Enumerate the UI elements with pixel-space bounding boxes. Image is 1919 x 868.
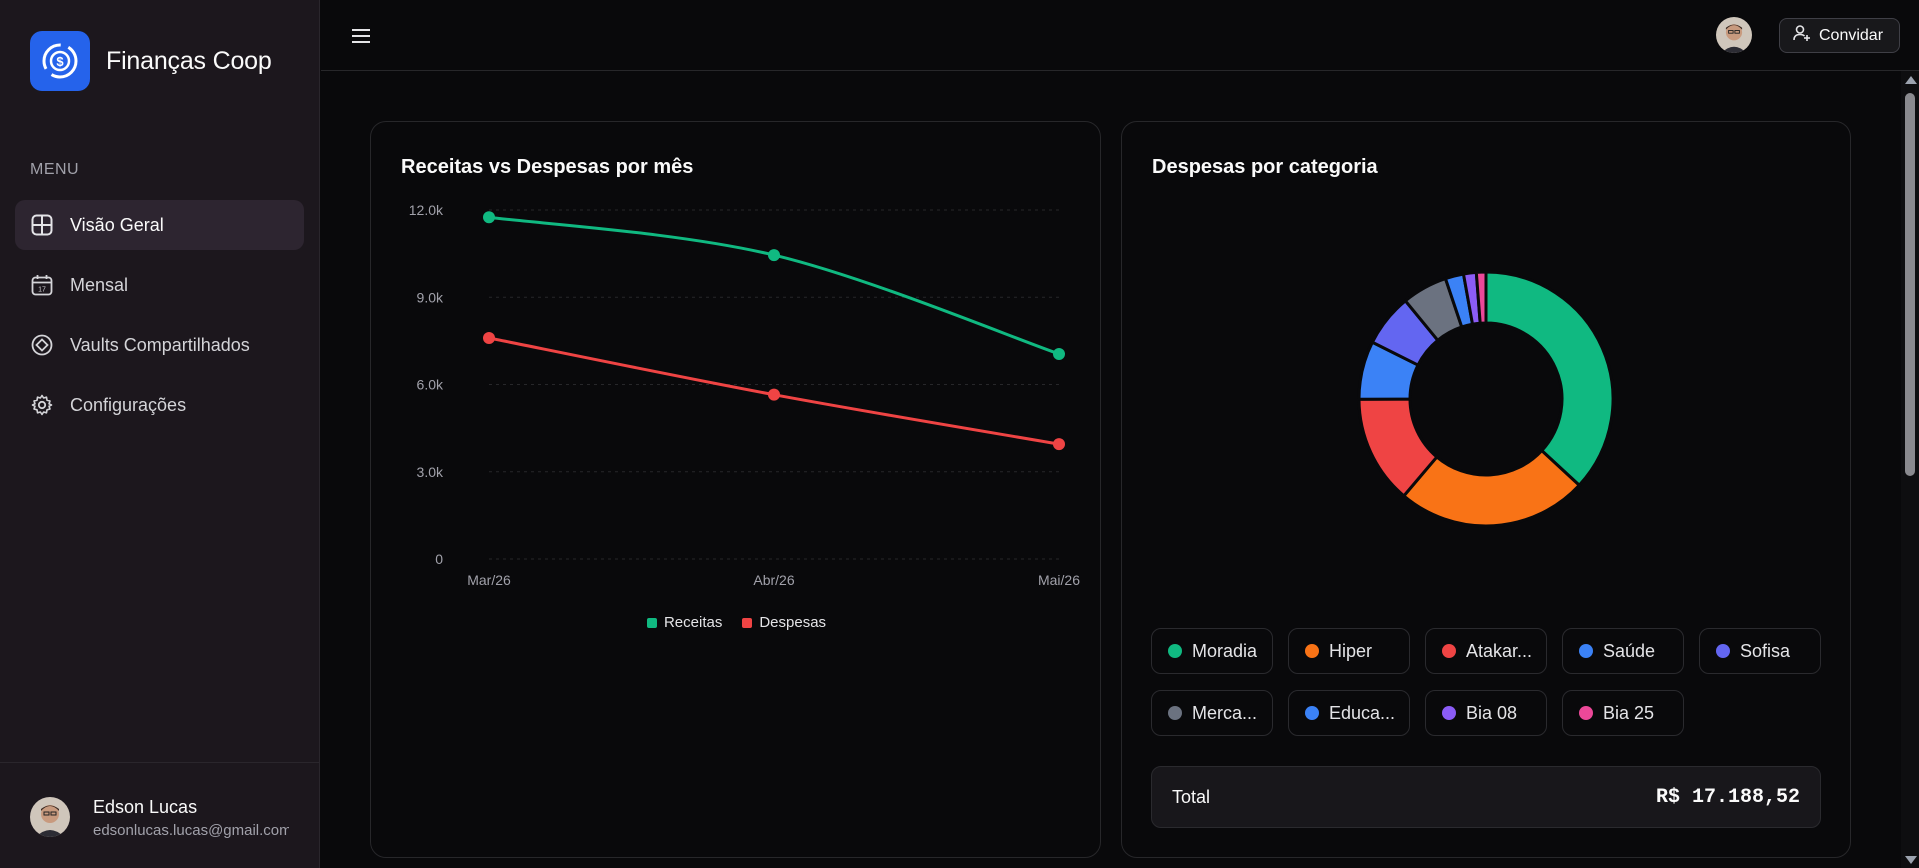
category-chip[interactable]: Saúde <box>1562 628 1684 674</box>
user-plus-icon <box>1793 24 1811 47</box>
category-chip[interactable]: Bia 08 <box>1425 690 1547 736</box>
category-name: Merca... <box>1192 702 1258 723</box>
category-chip[interactable]: Moradia <box>1151 628 1273 674</box>
total-value: R$ 17.188,52 <box>1655 786 1800 809</box>
sidebar-item-configuracoes[interactable]: Configurações <box>15 380 304 430</box>
total-label: Total <box>1172 787 1211 807</box>
legend-swatch <box>742 617 753 628</box>
line-chart: 0 3.0k 6.0k 9.0k 12.0k Mar/26 Abr/26 Mai/26 <box>409 202 1080 588</box>
invite-button[interactable]: Convidar <box>1779 18 1900 53</box>
category-name: Sofisa <box>1740 640 1791 661</box>
sidebar-nav: Visão Geral 17 Mensal Vaults Compartilha… <box>15 200 304 440</box>
category-name: Bia 25 <box>1603 702 1655 723</box>
topbar: Convidar <box>321 0 1919 71</box>
calendar-icon: 17 <box>30 273 54 297</box>
menu-section-label: MENU <box>30 161 80 178</box>
diamond-icon <box>30 333 54 357</box>
category-name: Educa... <box>1329 702 1396 723</box>
layout-grid-icon <box>30 213 54 237</box>
category-name: Moradia <box>1192 640 1258 661</box>
user-name: Edson Lucas <box>93 797 198 817</box>
scrollbar-thumb[interactable] <box>1905 93 1915 476</box>
legend-item-despesas[interactable]: Despesas <box>742 614 826 631</box>
series-line-receitas <box>488 215 1060 356</box>
y-tick-label: 12.0k <box>409 202 444 218</box>
category-color-dot <box>1442 644 1456 658</box>
category-chip[interactable]: Atakar... <box>1425 628 1547 674</box>
donut-slice[interactable] <box>1401 448 1582 528</box>
data-point-despesas[interactable] <box>483 331 495 344</box>
legend-label: Receitas <box>663 614 723 631</box>
donut-slice[interactable] <box>1474 270 1488 325</box>
avatar <box>30 797 70 837</box>
invite-label: Convidar <box>1819 26 1884 44</box>
category-name: Saúde <box>1603 640 1656 661</box>
sidebar-item-label: Visão Geral <box>70 214 164 235</box>
category-name: Atakar... <box>1466 640 1533 661</box>
sidebar-item-vaults-compartilhados[interactable]: Vaults Compartilhados <box>15 320 304 370</box>
data-point-despesas[interactable] <box>768 388 780 401</box>
donut-chart <box>1357 270 1615 528</box>
sidebar-item-label: Configurações <box>70 394 187 415</box>
y-tick-label: 9.0k <box>417 289 444 305</box>
category-chip[interactable]: Merca... <box>1151 690 1273 736</box>
category-color-dot <box>1579 706 1593 720</box>
category-color-dot <box>1579 644 1593 658</box>
user-avatar-button[interactable] <box>1716 17 1752 53</box>
data-point-receitas[interactable] <box>1053 347 1065 360</box>
category-color-dot <box>1716 644 1730 658</box>
income-vs-expense-card: Receitas vs Despesas por mês 0 3.0k 6.0k 9.… <box>370 121 1101 858</box>
chart-legend: Receitas Despesas <box>371 614 1102 631</box>
total-summary: Total R$ 17.188,52 <box>1151 766 1821 828</box>
brand-name: Finanças Coop <box>106 46 272 75</box>
scroll-down-icon[interactable] <box>1905 856 1917 864</box>
category-color-dot <box>1305 706 1319 720</box>
legend-label: Despesas <box>759 614 827 631</box>
legend-swatch <box>646 617 657 628</box>
category-chip[interactable]: Educa... <box>1288 690 1410 736</box>
y-tick-label: 3.0k <box>417 464 444 480</box>
card-title: Despesas por categoria <box>1152 156 1378 178</box>
brand[interactable]: $ Finanças Coop <box>30 31 272 91</box>
x-tick-label: Mai/26 <box>1038 572 1080 588</box>
x-tick-label: Mar/26 <box>467 572 511 588</box>
legend-item-receitas[interactable]: Receitas <box>646 614 723 631</box>
scroll-up-icon[interactable] <box>1905 76 1917 84</box>
user-email: edsonlucas.lucas@gmail.com <box>93 822 289 839</box>
hamburger-icon[interactable] <box>349 24 373 48</box>
category-color-dot <box>1442 706 1456 720</box>
sidebar-user[interactable]: Edson Lucas edsonlucas.lucas@gmail.com <box>0 762 320 868</box>
category-chip[interactable]: Bia 25 <box>1562 690 1684 736</box>
donut-slice[interactable] <box>1484 270 1615 488</box>
coin-cycle-icon: $ <box>30 31 90 91</box>
category-name: Hiper <box>1329 640 1373 661</box>
category-color-dot <box>1168 706 1182 720</box>
y-tick-label: 6.0k <box>417 377 444 393</box>
x-tick-label: Abr/26 <box>753 572 794 588</box>
y-tick-label: 0 <box>435 551 443 567</box>
expenses-by-category-card: Despesas por categoria Moradia Hiper Ataka… <box>1121 121 1851 858</box>
category-chip[interactable]: Hiper <box>1288 628 1410 674</box>
data-point-receitas[interactable] <box>768 249 780 262</box>
category-color-dot <box>1168 644 1182 658</box>
page-scrollbar[interactable] <box>1901 71 1919 868</box>
gear-icon <box>30 393 54 417</box>
sidebar: $ Finanças Coop MENU Visão Geral 17 Mens… <box>0 0 320 868</box>
category-chip[interactable]: Sofisa <box>1699 628 1821 674</box>
svg-text:17: 17 <box>38 287 46 294</box>
sidebar-item-visao-geral[interactable]: Visão Geral <box>15 200 304 250</box>
category-name: Bia 08 <box>1466 702 1518 723</box>
category-color-dot <box>1305 644 1319 658</box>
svg-text:$: $ <box>56 54 64 69</box>
sidebar-item-label: Mensal <box>70 274 129 295</box>
sidebar-item-mensal[interactable]: 17 Mensal <box>15 260 304 310</box>
data-point-receitas[interactable] <box>483 211 495 224</box>
card-title: Receitas vs Despesas por mês <box>401 156 694 178</box>
data-point-despesas[interactable] <box>1053 438 1065 451</box>
sidebar-item-label: Vaults Compartilhados <box>70 334 250 355</box>
